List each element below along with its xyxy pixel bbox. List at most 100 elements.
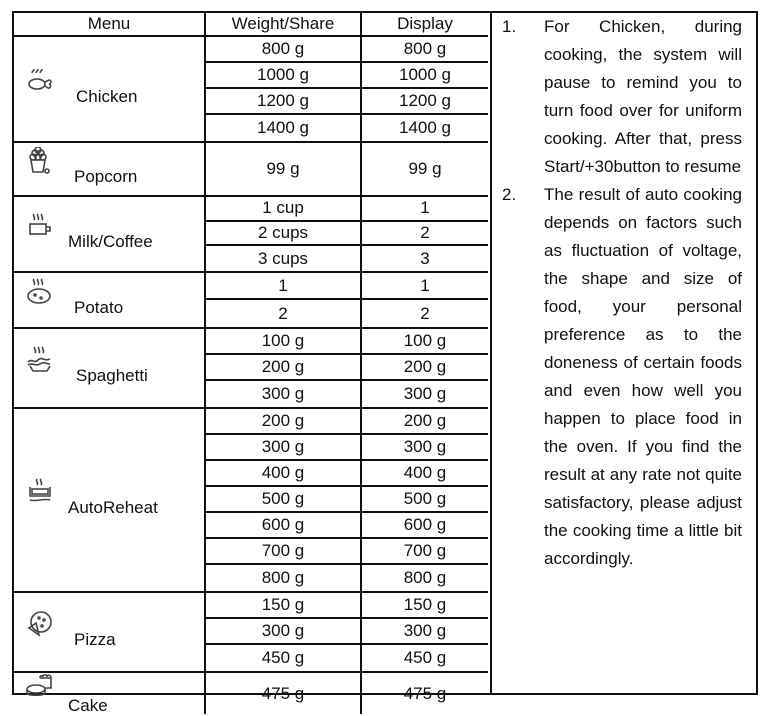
weight-cell: 1000 g <box>206 63 362 87</box>
potato-icon <box>27 278 51 304</box>
header-row: Menu Weight/Share Display <box>14 13 488 37</box>
menu-cell: Popcorn <box>14 143 206 195</box>
table-row: 99 g 99 g <box>206 143 488 195</box>
menu-row-potato: Potato 1 1 2 2 <box>14 273 488 330</box>
weight-cell: 150 g <box>206 593 362 618</box>
display-cell: 150 g <box>403 595 447 615</box>
menu-label: Milk/Coffee <box>68 232 153 252</box>
cup-icon <box>29 213 51 235</box>
display-cell: 1000 g <box>399 65 451 84</box>
menu-label: Popcorn <box>74 167 138 186</box>
table-row: 800 g 800 g <box>206 37 488 63</box>
menu-cell: AutoReheat <box>14 409 206 592</box>
menu-row-spaghetti: Spaghetti 100 g 100 g 200 g 200 g 300 g 300 g <box>14 329 488 410</box>
weight-cell: 800 g <box>206 37 362 61</box>
table-row: 1 cup 1 <box>206 197 488 222</box>
table-row: 200 g 200 g <box>206 409 488 436</box>
header-menu: Menu <box>14 13 206 35</box>
table-row: 300 g 300 g <box>206 619 488 646</box>
menu-label: Spaghetti <box>76 366 148 386</box>
weight-cell: 2 cups <box>206 221 362 245</box>
table-row: 800 g 800 g <box>206 565 488 592</box>
menu-label: Pizza <box>74 630 116 650</box>
note-number: 1. <box>502 17 517 36</box>
weight-cell: 1 <box>206 273 362 299</box>
header-display: Display <box>397 14 453 33</box>
display-cell: 1400 g <box>399 118 451 137</box>
popcorn-icon <box>29 147 50 174</box>
weight-cell: 1200 g <box>206 89 362 113</box>
weight-cell: 1400 g <box>206 115 362 141</box>
spaghetti-icon <box>27 346 51 372</box>
menu-cell: Cake <box>14 673 206 715</box>
display-cell: 300 g <box>403 437 447 457</box>
weight-cell: 400 g <box>206 461 362 486</box>
weight-cell: 700 g <box>206 539 362 564</box>
table-row: 1000 g 1000 g <box>206 63 488 89</box>
display-cell: 600 g <box>403 515 447 535</box>
weight-cell: 450 g <box>206 645 362 672</box>
weight-cell: 200 g <box>206 355 362 380</box>
menu-label: AutoReheat <box>68 498 158 518</box>
display-cell: 800 g <box>403 568 447 588</box>
weight-cell: 800 g <box>206 565 362 592</box>
table-row: 3 cups 3 <box>206 246 488 272</box>
weight-cell: 2 <box>206 300 362 328</box>
table-row: 450 g 450 g <box>206 645 488 672</box>
weight-cell: 99 g <box>206 143 362 195</box>
table-row: 600 g 600 g <box>206 513 488 540</box>
weight-cell: 475 g <box>206 673 362 715</box>
table-row: 300 g 300 g <box>206 381 488 408</box>
menu-cell: Chicken <box>14 37 206 141</box>
display-cell: 300 g <box>403 621 447 641</box>
menu-row-milk-coffee: Milk/Coffee 1 cup 1 2 cups 2 3 cups 3 <box>14 197 488 274</box>
menu-row-popcorn: Popcorn 99 g 99 g <box>14 143 488 197</box>
menu-cell: Potato <box>14 273 206 328</box>
menu-label: Cake <box>68 695 108 715</box>
table-row: 1400 g 1400 g <box>206 115 488 141</box>
display-cell: 500 g <box>403 489 447 509</box>
display-cell: 400 g <box>403 463 447 483</box>
chicken-icon <box>28 68 52 90</box>
menu-row-pizza: Pizza 150 g 150 g 300 g 300 g 450 g 450 g <box>14 593 488 674</box>
display-cell: 300 g <box>403 384 447 404</box>
display-cell: 475 g <box>403 683 447 703</box>
table-row: 1200 g 1200 g <box>206 89 488 115</box>
table-row: 475 g 475 g <box>206 673 488 715</box>
note-text: For Chicken, during cooking, the system … <box>544 17 742 176</box>
cooking-menu-table: Menu Weight/Share Display Chicken 800 g 80… <box>12 11 758 715</box>
weight-cell: 100 g <box>206 329 362 354</box>
weight-cell: 600 g <box>206 513 362 538</box>
display-cell: 1 <box>420 275 430 295</box>
menu-cell: Milk/Coffee <box>14 197 206 272</box>
menu-label: Chicken <box>76 87 138 106</box>
weight-cell: 3 cups <box>206 246 362 272</box>
table-row: 500 g 500 g <box>206 487 488 514</box>
display-cell: 3 <box>420 248 430 268</box>
weight-cell: 300 g <box>206 435 362 460</box>
note-item: 2. The result of auto cooking depends on … <box>492 181 756 573</box>
weight-cell: 1 cup <box>206 197 362 220</box>
cake-icon <box>26 673 52 696</box>
weight-cell: 500 g <box>206 487 362 512</box>
table-row: 2 cups 2 <box>206 221 488 247</box>
menu-cell: Spaghetti <box>14 329 206 408</box>
menu-row-cake: Cake 475 g 475 g <box>14 673 488 715</box>
table-row: 400 g 400 g <box>206 461 488 488</box>
note-text: The result of auto cooking depends on fa… <box>544 185 742 568</box>
table-row: 300 g 300 g <box>206 435 488 462</box>
display-cell: 1200 g <box>399 91 451 110</box>
display-cell: 1 <box>420 198 430 218</box>
display-cell: 200 g <box>403 357 447 377</box>
display-cell: 450 g <box>403 648 447 668</box>
table-row: 200 g 200 g <box>206 355 488 382</box>
menu-cell: Pizza <box>14 593 206 672</box>
table-row: 150 g 150 g <box>206 593 488 620</box>
display-cell: 99 g <box>408 159 442 178</box>
display-cell: 200 g <box>403 411 447 431</box>
weight-cell: 300 g <box>206 619 362 644</box>
display-cell: 100 g <box>403 331 447 351</box>
menu-label: Potato <box>74 298 124 318</box>
